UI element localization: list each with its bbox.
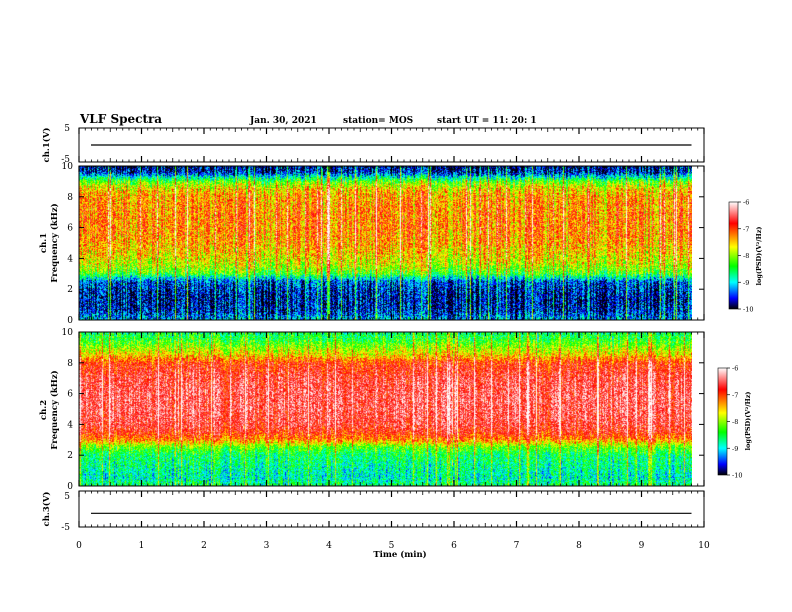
frequency-tick-label: 0 <box>67 316 73 326</box>
frequency-tick-label: 10 <box>62 162 74 172</box>
ch2-spectrogram-ylabel-frequency: Frequency (kHz) <box>49 370 60 449</box>
ch1-ytick-top: 5 <box>64 124 70 134</box>
date-label: Jan. 30, 2021 <box>249 116 317 126</box>
frequency-tick-label: 10 <box>62 328 74 338</box>
time-axis-label: Time (min) <box>373 549 426 560</box>
ch2-colorbar: -6 -7 -8 -9 -10 log(PSD)(V²/Hz) <box>717 365 752 480</box>
frequency-tick-label: 2 <box>67 451 73 461</box>
station-label: station= MOS <box>343 116 413 126</box>
ch1-spectrogram-yticks: 0 2 4 6 8 10 <box>62 162 704 326</box>
ch1-ytick-bottom: -5 <box>61 155 70 165</box>
colorbar-tick-label: -10 <box>732 472 742 480</box>
colorbar-tick-label: -9 <box>743 279 749 287</box>
ch1-spectrogram-ylabel-frequency: Frequency (kHz) <box>49 203 60 282</box>
figure-title: VLF Spectra <box>79 112 162 126</box>
ch2-colorbar-scale <box>717 367 728 476</box>
colorbar-tick-label: -10 <box>743 306 753 314</box>
ch3-ytick-bottom: -5 <box>61 523 70 533</box>
ch2-spectrogram-panel: 0 2 4 6 8 10 ch.2 Frequency (kHz) <box>39 328 705 492</box>
ch1-colorbar-ticks: -6 -7 -8 -9 -10 <box>738 199 753 314</box>
ch2-spectrogram-image <box>79 332 692 486</box>
ch2-spectrogram-yticks: 0 2 4 6 8 10 <box>62 328 704 492</box>
time-tick-label: 10 <box>698 541 710 551</box>
time-tick-label: 4 <box>326 541 332 551</box>
colorbar-tick-label: -7 <box>743 225 749 233</box>
ch3-waveform-xticks <box>78 491 705 527</box>
frequency-tick-label: 4 <box>67 420 73 430</box>
ch3-waveform-ylabel: ch.3(V) <box>41 492 52 527</box>
time-tick-label: 1 <box>139 541 145 551</box>
time-tick-label: 9 <box>639 541 645 551</box>
frequency-tick-label: 0 <box>67 482 73 492</box>
ch1-spectrogram-panel: 0 2 4 6 8 10 ch.1 Frequency (kHz) <box>39 162 705 326</box>
frequency-tick-label: 6 <box>67 224 73 234</box>
colorbar-tick-label: -7 <box>732 391 738 399</box>
time-tick-label: 2 <box>201 541 207 551</box>
ch1-waveform-xticks <box>78 128 705 162</box>
time-tick-label: 8 <box>576 541 582 551</box>
frequency-tick-label: 8 <box>67 193 73 203</box>
colorbar-tick-label: -9 <box>732 445 738 453</box>
time-tick-label: 6 <box>451 541 457 551</box>
time-tick-label: 5 <box>389 541 395 551</box>
ch2-spectrogram-ylabel-channel: ch.2 <box>39 400 49 420</box>
frequency-tick-label: 2 <box>67 285 73 295</box>
ch2-spectrogram-xticks <box>78 332 705 486</box>
colorbar-tick-label: -6 <box>743 199 749 207</box>
frequency-tick-label: 6 <box>67 390 73 400</box>
ch3-waveform-panel: 5 -5 ch.3(V) <box>41 490 705 533</box>
colorbar-tick-label: -8 <box>743 252 749 260</box>
ch1-waveform-ylabel: ch.1(V) <box>41 128 52 163</box>
ch3-ytick-top: 5 <box>64 492 70 502</box>
frequency-tick-label: 8 <box>67 359 73 369</box>
ch2-colorbar-label: log(PSD)(V²/Hz) <box>744 392 752 451</box>
colorbar-tick-label: -8 <box>732 418 738 426</box>
time-tick-label: 7 <box>514 541 520 551</box>
ch1-waveform-panel: 5 -5 ch.1(V) <box>41 124 705 165</box>
ch1-colorbar-label: log(PSD)(V²/Hz) <box>755 227 763 286</box>
ch1-colorbar-scale <box>728 201 739 310</box>
time-axis-tick-labels: 0 1 2 3 4 5 6 7 8 9 10 <box>76 541 710 551</box>
time-tick-label: 3 <box>264 541 270 551</box>
ch1-spectrogram-xticks <box>78 166 705 320</box>
frequency-tick-label: 4 <box>67 254 73 264</box>
colorbar-tick-label: -6 <box>732 365 738 373</box>
ch1-spectrogram-ylabel-channel: ch.1 <box>39 233 49 253</box>
ch1-colorbar: -6 -7 -8 -9 -10 log(PSD)(V²/Hz) <box>728 199 763 314</box>
ch1-spectrogram-image <box>79 166 692 320</box>
ch2-colorbar-ticks: -6 -7 -8 -9 -10 <box>727 365 742 480</box>
start-ut-label: start UT = 11: 20: 1 <box>437 116 537 126</box>
time-tick-label: 0 <box>76 541 82 551</box>
